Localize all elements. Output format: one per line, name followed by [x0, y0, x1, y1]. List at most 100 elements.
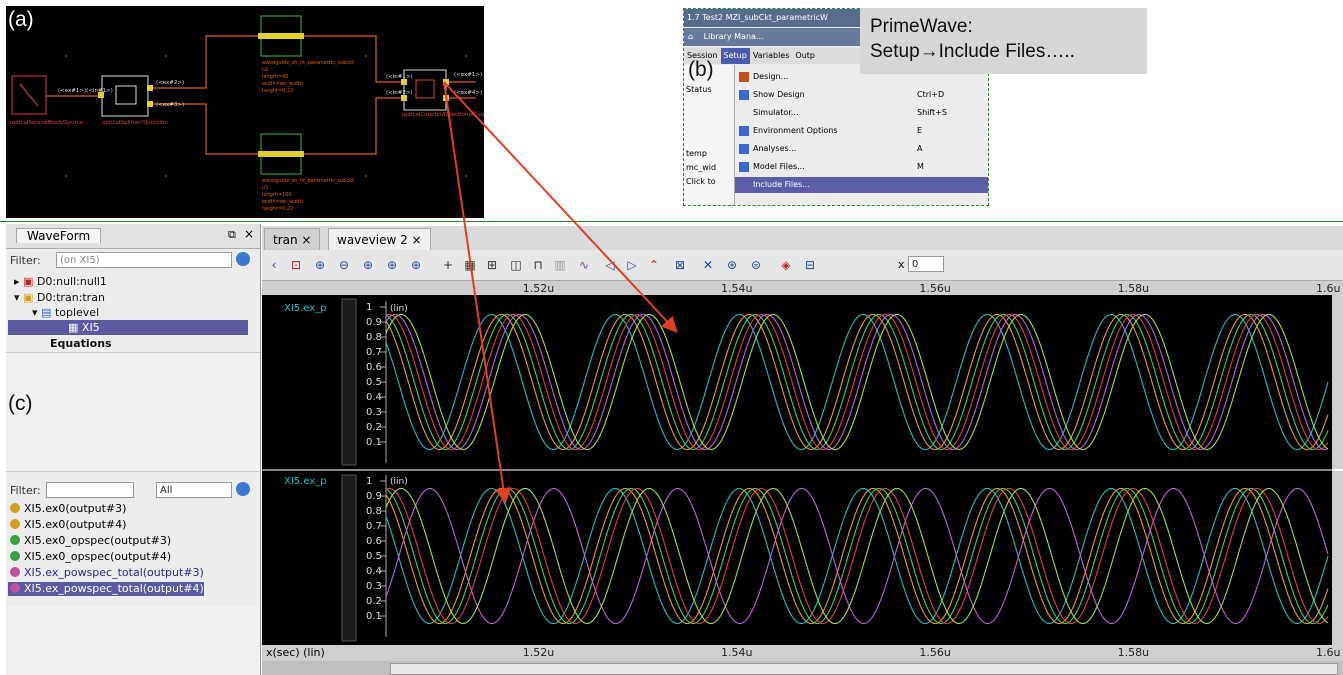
waveguide-param: waveguide_sh_ht_parametric_subckt: [262, 60, 354, 66]
home-icon[interactable]: ⌂: [688, 32, 694, 41]
y-tick-label: 1: [366, 476, 372, 487]
y-tick-label: 0.9: [366, 491, 382, 502]
waveform-series-6[interactable]: [385, 313, 1329, 451]
menu-item-model-files[interactable]: Model Files... M: [735, 159, 988, 175]
fit-icon[interactable]: ⊠: [674, 258, 686, 272]
menu-item-include-files[interactable]: Include Files...: [735, 177, 988, 193]
tree-item-xi5[interactable]: ▦ XI5: [8, 320, 248, 335]
y-tick-label: 0.7: [366, 347, 382, 358]
tab-tran[interactable]: tran ×: [264, 228, 321, 251]
strip-scrollbar-bottom[interactable]: [341, 474, 357, 642]
apply-filter2-icon[interactable]: [236, 482, 250, 496]
panel-label-a: (a): [8, 8, 34, 31]
vertical-scrollbar-bottom[interactable]: [1332, 471, 1343, 645]
x-axis-bottom: x(sec) (lin) 1.52u 1.54u 1.56u 1.58u 1.6u: [262, 645, 1343, 661]
signal-item[interactable]: XI5.ex0(output#3): [10, 502, 126, 516]
filter-input[interactable]: (on XI5): [56, 252, 232, 268]
menu-item-shortcut: M: [917, 162, 924, 171]
signal-item[interactable]: XI5.ex0_opspec(output#4): [10, 550, 171, 564]
bus-icon[interactable]: ▥: [554, 258, 566, 272]
waveform-canvas[interactable]: XI5.ex_p XI5.ex_p (lin) (lin) 1 0.9 0.8 0.7…: [262, 295, 1332, 645]
menu-item-simulator[interactable]: Simulator... Shift+S: [735, 105, 988, 121]
filter2-input[interactable]: [46, 482, 134, 498]
signal-item[interactable]: XI5.ex_powspec_total(output#3): [10, 566, 204, 580]
eraser-icon[interactable]: ◈: [781, 258, 791, 272]
menu-variables[interactable]: Variables: [752, 51, 790, 60]
source-glyph: [19, 83, 39, 107]
tab-waveview-2[interactable]: waveview 2 ×: [328, 228, 431, 251]
zoom-x-icon[interactable]: ⊕: [362, 258, 374, 272]
measure-icon[interactable]: ⊞: [486, 258, 498, 272]
horizontal-scrollbar[interactable]: [262, 661, 1343, 675]
library-manager-button[interactable]: Library Mana...: [703, 32, 764, 41]
menu-item-show-design[interactable]: Show Design Ctrl+D: [735, 87, 988, 103]
pulse-icon[interactable]: ⊓: [533, 258, 543, 272]
apply-filter-icon[interactable]: [236, 252, 250, 266]
waveform-series-1[interactable]: [385, 313, 1329, 451]
setup-dropdown-menu: Design... Show Design Ctrl+D Simulator... Sh…: [734, 65, 988, 205]
signal-item[interactable]: XI5.ex0(output#4): [10, 518, 126, 532]
tree-item-null[interactable]: ▸ ▣ D0:null:null1: [14, 275, 107, 288]
marker-icon[interactable]: ◫: [510, 258, 522, 272]
click-to-add[interactable]: Click to: [686, 177, 716, 186]
menu-item-design[interactable]: Design...: [735, 69, 988, 85]
zoom-y-icon[interactable]: ⊕: [386, 258, 398, 272]
next-edge-icon[interactable]: ▷: [627, 258, 637, 272]
waveform-series-2[interactable]: [385, 313, 1329, 451]
split-icon[interactable]: ⊛: [726, 258, 738, 272]
close-icon[interactable]: ×: [244, 227, 255, 241]
signal-item[interactable]: XI5.ex_powspec_total(output#4): [8, 582, 204, 596]
prev-edge-icon[interactable]: ◁: [605, 258, 615, 272]
crosshair-icon[interactable]: +: [442, 258, 454, 272]
var-mc-width[interactable]: mc_wid: [686, 163, 717, 172]
bottom-waves: [385, 487, 1329, 625]
tree-item-equations[interactable]: Equations: [50, 337, 112, 350]
x-field-label: x: [898, 258, 905, 271]
net-label-right-4: (<ex#4>): [454, 90, 482, 96]
zoom-fit-icon[interactable]: ⊕: [410, 258, 422, 272]
panel-label-c: (c): [8, 392, 33, 415]
top-signal-label[interactable]: XI5.ex_p: [284, 303, 327, 314]
zoom-in-icon[interactable]: ⊕: [314, 258, 326, 272]
scroll-thumb[interactable]: [390, 663, 1338, 675]
menu-session[interactable]: Session: [687, 51, 718, 60]
menu-setup[interactable]: Setup: [720, 48, 750, 64]
x-field[interactable]: 0: [908, 256, 944, 272]
menu-item-label: Design...: [753, 72, 789, 81]
waveform-series-4[interactable]: [385, 487, 1329, 625]
waveform-series-3[interactable]: [385, 487, 1329, 625]
bottom-signal-label[interactable]: XI5.ex_p: [284, 476, 327, 487]
vertical-scrollbar-top[interactable]: [1332, 295, 1343, 469]
filter2-select[interactable]: All: [156, 482, 232, 498]
waveform-series-4[interactable]: [385, 313, 1329, 451]
menu-item-analyses[interactable]: Analyses... A: [735, 141, 988, 157]
signal-icon[interactable]: ∿: [578, 258, 590, 272]
signal-name: XI5.ex0_opspec(output#4): [24, 550, 172, 563]
menu-item-environment-options[interactable]: Environment Options E: [735, 123, 988, 139]
waveform-series-1[interactable]: [385, 487, 1329, 625]
strip-scrollbar-top[interactable]: [341, 298, 357, 466]
tree-item-toplevel[interactable]: ▾ ▤ toplevel: [32, 306, 100, 319]
signal-item[interactable]: XI5.ex0_opspec(output#3): [10, 534, 171, 548]
zoom-box-icon[interactable]: ⊡: [290, 258, 302, 272]
waveform-series-5[interactable]: [385, 487, 1329, 625]
splitter-block[interactable]: [101, 75, 149, 117]
grid-icon[interactable]: ▦: [464, 258, 476, 272]
source-block[interactable]: [11, 75, 47, 115]
group-icon[interactable]: ⊜: [750, 258, 762, 272]
delete-icon[interactable]: ✕: [702, 258, 714, 272]
tree-item-tran[interactable]: ▾ ▣ D0:tran:tran: [14, 291, 105, 304]
waveform-series-3[interactable]: [385, 313, 1329, 451]
waveform-tab[interactable]: WaveForm: [16, 228, 102, 243]
zoom-out-icon[interactable]: ⊖: [338, 258, 350, 272]
waveform-series-2[interactable]: [385, 487, 1329, 625]
float-icon[interactable]: ⧉: [228, 228, 236, 241]
waveform-series-5[interactable]: [385, 313, 1329, 451]
stack-icon[interactable]: ⊟: [804, 258, 816, 272]
menu-outputs[interactable]: Outp: [795, 51, 815, 60]
var-temp[interactable]: temp: [686, 149, 707, 158]
menu-item-shortcut: A: [917, 144, 923, 153]
nav-back-icon[interactable]: ‹: [271, 258, 277, 272]
edge-search-icon[interactable]: ⌃: [648, 258, 660, 272]
waveform-series-6[interactable]: [385, 487, 1329, 625]
